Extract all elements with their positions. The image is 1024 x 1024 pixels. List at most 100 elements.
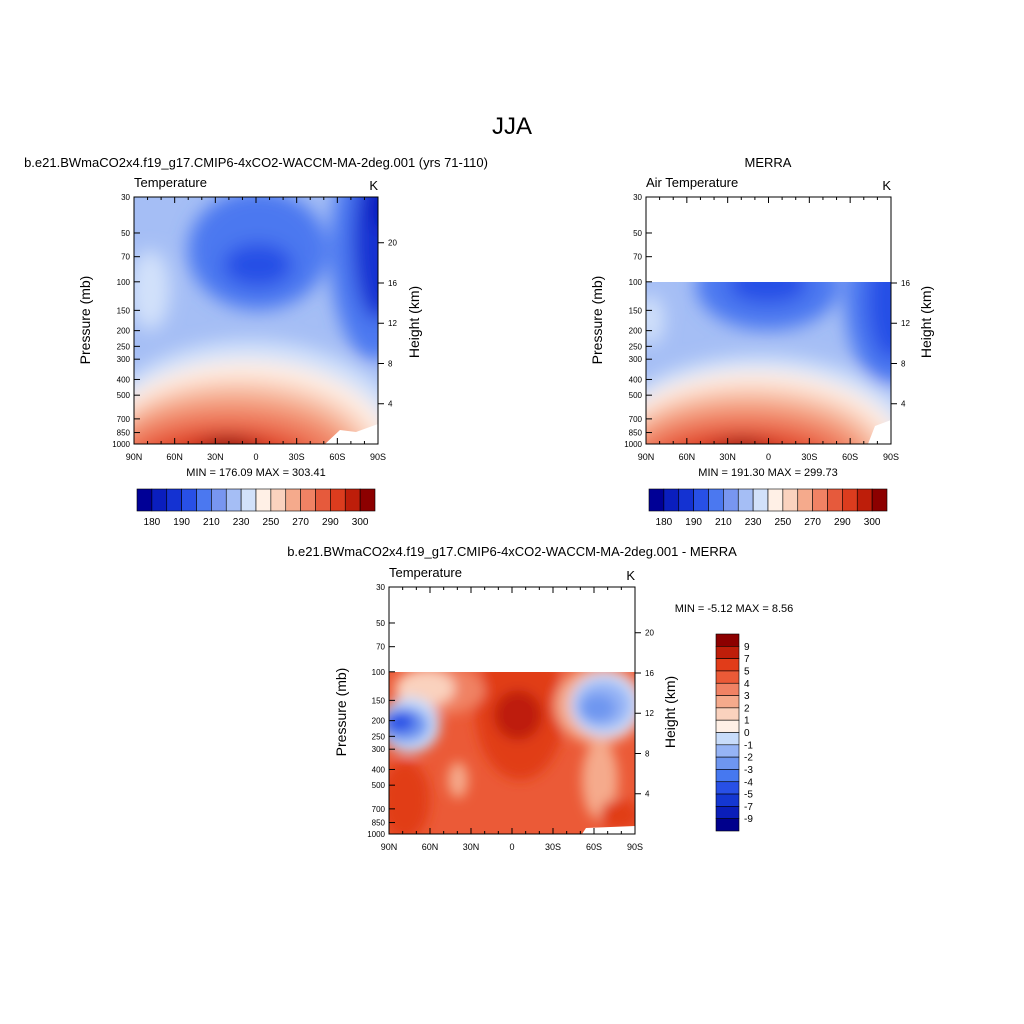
colorbar-tick-label: 270 <box>804 517 821 528</box>
height-tick-label: 8 <box>388 359 393 368</box>
colorbar-swatch <box>767 488 784 512</box>
lat-tick-label: 0 <box>509 842 514 852</box>
height-tick-label: 4 <box>388 400 393 409</box>
pressure-tick-label: 50 <box>121 229 130 238</box>
height-tick-label: 12 <box>388 319 397 328</box>
lat-tick-label: 60S <box>329 452 345 462</box>
panel-model-variable: Temperature <box>134 175 207 190</box>
colorbar-swatch <box>715 646 740 659</box>
pressure-tick-label: 150 <box>629 306 643 315</box>
colorbar-swatch <box>715 719 740 733</box>
colorbar-swatch <box>240 488 257 512</box>
colorbar-swatch <box>797 488 813 512</box>
colorbar-tick-label: 0 <box>744 728 750 739</box>
colorbar-swatch <box>752 488 769 512</box>
pressure-tick-label: 300 <box>117 355 131 364</box>
colorbar-tick-label: 230 <box>745 517 762 528</box>
pressure-tick-label: 850 <box>372 819 386 828</box>
pressure-tick-label: 1000 <box>112 440 130 449</box>
colorbar-tick-label: 7 <box>744 654 750 665</box>
pressure-tick-label: 70 <box>633 253 642 262</box>
panel-diff-stats: MIN = -5.12 MAX = 8.56 <box>675 603 794 615</box>
pressure-tick-label: 700 <box>372 805 386 814</box>
height-tick-label: 12 <box>901 319 910 328</box>
lat-tick-label: 90S <box>370 452 386 462</box>
height-tick-label: 12 <box>645 709 654 718</box>
panel-diff-ylabel: Pressure (mb) <box>333 668 349 757</box>
pressure-tick-label: 400 <box>629 375 643 384</box>
panel-model-units: K <box>369 178 378 193</box>
colorbar-tick-label: -3 <box>744 765 753 776</box>
pressure-tick-label: 70 <box>376 643 385 652</box>
height-tick-label: 20 <box>645 629 654 638</box>
colorbar: 180 190 210 230 250 270 290 300 <box>648 488 888 528</box>
colorbar-tick-label: 180 <box>656 517 673 528</box>
panel-diff-variable: Temperature <box>389 565 462 580</box>
colorbar-swatch <box>827 488 843 512</box>
colorbar-swatch <box>715 756 740 770</box>
lat-tick-label: 0 <box>766 452 771 462</box>
pressure-tick-label: 100 <box>117 278 131 287</box>
lat-tick-label: 60S <box>586 842 602 852</box>
colorbar-swatch <box>196 488 212 512</box>
colorbar-swatch <box>344 488 361 512</box>
pressure-tick-label: 150 <box>372 696 386 705</box>
pressure-tick-label: 100 <box>372 668 386 677</box>
panel-model-ylabel: Pressure (mb) <box>77 276 93 365</box>
colorbar-tick-label: 300 <box>864 517 881 528</box>
colorbar-swatch <box>715 682 740 696</box>
pressure-tick-label: 200 <box>372 717 386 726</box>
colorbar-swatch <box>285 488 301 512</box>
colorbar-tick-label: 230 <box>233 517 250 528</box>
lat-tick-label: 0 <box>253 452 258 462</box>
panel-model-ylabel-right: Height (km) <box>406 286 422 358</box>
pressure-tick-label: 100 <box>629 278 643 287</box>
lat-tick-label: 30S <box>289 452 305 462</box>
pressure-tick-label: 50 <box>633 229 642 238</box>
colorbar-tick-label: -1 <box>744 740 753 751</box>
pressure-tick-label: 850 <box>117 429 131 438</box>
pressure-tick-label: 850 <box>629 429 643 438</box>
lat-tick-label: 60N <box>422 842 439 852</box>
page-title: JJA <box>492 113 532 140</box>
colorbar-tick-label: 210 <box>203 517 220 528</box>
colorbar-tick-label: 210 <box>715 517 732 528</box>
panel-diff-title: b.e21.BWmaCO2x4.f19_g17.CMIP6-4xCO2-WACC… <box>287 544 737 559</box>
colorbar-swatch <box>842 488 858 512</box>
panel-merra-ylabel-right: Height (km) <box>918 286 934 358</box>
panel-merra-units: K <box>882 178 891 193</box>
colorbar-tick-label: 290 <box>834 517 851 528</box>
colorbar-swatch <box>715 670 740 684</box>
lat-tick-label: 30S <box>545 842 561 852</box>
panel-model-title: b.e21.BWmaCO2x4.f19_g17.CMIP6-4xCO2-WACC… <box>24 155 488 170</box>
pressure-tick-label: 200 <box>117 327 131 336</box>
panel-model-field <box>134 197 378 444</box>
colorbar-swatch <box>715 732 740 746</box>
colorbar-swatch <box>737 488 754 512</box>
pressure-tick-label: 250 <box>372 732 386 741</box>
pressure-tick-label: 70 <box>121 253 130 262</box>
panel-diff-ylabel-right: Height (km) <box>662 676 678 748</box>
height-tick-label: 16 <box>388 279 397 288</box>
height-tick-label: 8 <box>901 359 906 368</box>
colorbar-swatch <box>151 488 168 512</box>
colorbar-swatch <box>715 818 740 832</box>
colorbar-swatch <box>255 488 272 512</box>
colorbar-tick-label: -2 <box>744 753 753 764</box>
colorbar-swatch <box>715 633 740 647</box>
colorbar-swatch <box>300 488 316 512</box>
lat-tick-label: 60S <box>842 452 858 462</box>
colorbar-swatch <box>678 488 694 512</box>
panel-diff: b.e21.BWmaCO2x4.f19_g17.CMIP6-4xCO2-WACC… <box>287 544 793 852</box>
height-tick-label: 20 <box>388 239 397 248</box>
colorbar-swatch <box>693 488 709 512</box>
colorbar-swatch <box>812 488 828 512</box>
colorbar-swatch <box>715 793 740 807</box>
pressure-tick-label: 500 <box>117 391 131 400</box>
colorbar-swatch <box>211 488 227 512</box>
colorbar-tick-label: -9 <box>744 814 753 825</box>
pressure-tick-label: 1000 <box>624 440 642 449</box>
colorbar-tick-label: 4 <box>744 679 750 690</box>
colorbar-swatch <box>723 488 739 512</box>
